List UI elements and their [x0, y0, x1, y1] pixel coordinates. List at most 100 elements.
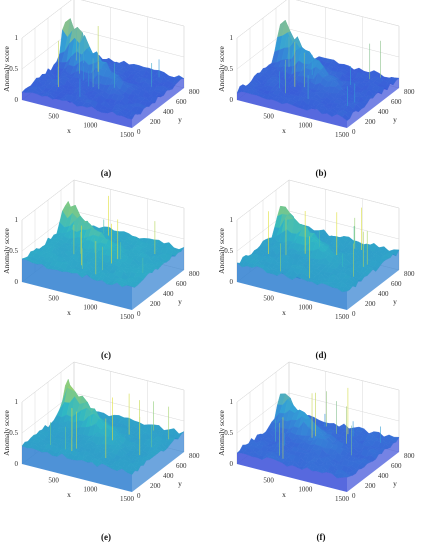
z-gridline [236, 179, 400, 221]
z-tick-label: 0.5 [224, 65, 233, 73]
y-tick-label: 400 [163, 472, 174, 480]
x-tick-label: 500 [48, 476, 59, 484]
skirt-right [347, 78, 399, 128]
x-axis-label: x [282, 126, 286, 135]
y-tick-label: 0 [137, 310, 141, 318]
x-tick-label: 1500 [335, 495, 350, 503]
y-tick-label: 400 [378, 108, 389, 116]
skirt-right [132, 78, 184, 128]
y-tick-label: 0 [352, 128, 356, 136]
x-tick-label: 500 [263, 294, 274, 302]
x-tick-label: 1500 [335, 131, 350, 139]
x-tick-label: 1500 [120, 131, 135, 139]
x-tick-label: 1000 [83, 486, 98, 494]
y-tick-label: 600 [176, 280, 187, 288]
y-tick-label: 800 [404, 88, 415, 96]
y-tick-label: 600 [391, 280, 402, 288]
x-axis-label: x [282, 308, 286, 317]
z-tick-label: 0.5 [224, 247, 233, 255]
z-tick-label: 0 [15, 460, 19, 468]
surface-skirt [22, 431, 184, 492]
y-tick-label: 0 [137, 128, 141, 136]
x-axis-label: x [67, 308, 71, 317]
surface-skirt [237, 249, 399, 310]
surface-skirt [237, 437, 399, 492]
z-axis-label: Anomaly score [217, 228, 226, 274]
x-tick-label: 500 [48, 112, 59, 120]
y-tick-label: 0 [352, 310, 356, 318]
z-tick-label: 0 [230, 460, 234, 468]
x-tick-label: 1000 [83, 304, 98, 312]
x-tick-label: 1500 [335, 313, 350, 321]
z-tick-label: 0 [230, 96, 234, 104]
x-axis-label: x [282, 490, 286, 499]
skirt-front [22, 92, 132, 128]
z-axis-label: Anomaly score [217, 410, 226, 456]
z-tick-label: 1 [230, 34, 234, 42]
x-axis-label: x [67, 126, 71, 135]
panel-label: (b) [316, 168, 327, 178]
y-tick-label: 200 [150, 300, 161, 308]
z-gridline [21, 179, 185, 221]
panel-label: (e) [101, 532, 111, 542]
x-tick-label: 1000 [298, 122, 313, 130]
panel-label: (a) [101, 168, 112, 178]
z-tick-label: 0 [15, 96, 19, 104]
z-tick-label: 1 [230, 398, 234, 406]
skirt-front [237, 453, 347, 492]
z-axis-label: Anomaly score [2, 410, 11, 456]
z-tick-label: 0.5 [224, 429, 233, 437]
y-axis-label: y [178, 115, 182, 124]
panel-label: (d) [316, 350, 327, 360]
surface-skirt [22, 247, 184, 310]
y-tick-label: 600 [176, 98, 187, 106]
skirt-front [22, 258, 132, 310]
x-tick-label: 500 [263, 476, 274, 484]
z-gridline [236, 0, 400, 39]
surface [236, 387, 400, 479]
x-tick-label: 1500 [120, 313, 135, 321]
y-axis-label: y [393, 115, 397, 124]
x-tick-label: 1500 [120, 495, 135, 503]
surface [21, 18, 185, 120]
z-tick-label: 1 [15, 34, 19, 42]
y-tick-label: 400 [163, 290, 174, 298]
y-tick-label: 400 [378, 472, 389, 480]
surface [21, 378, 185, 475]
surface-skirt [22, 78, 184, 128]
y-axis-label: y [178, 297, 182, 306]
x-tick-label: 500 [263, 112, 274, 120]
y-tick-label: 400 [163, 108, 174, 116]
surface [236, 19, 400, 122]
x-axis-label: x [67, 490, 71, 499]
z-gridline [21, 0, 185, 39]
y-tick-label: 200 [365, 118, 376, 126]
surface [236, 205, 400, 293]
z-axis-label: Anomaly score [217, 46, 226, 92]
z-gridline [236, 361, 400, 403]
z-tick-label: 1 [15, 398, 19, 406]
y-tick-label: 800 [189, 88, 200, 96]
panel-label: (c) [101, 350, 111, 360]
skirt-front [22, 445, 132, 492]
panel-label: (f) [317, 532, 326, 542]
z-tick-label: 1 [15, 216, 19, 224]
y-tick-label: 200 [365, 482, 376, 490]
x-tick-label: 1000 [298, 304, 313, 312]
skirt-front [237, 91, 347, 128]
y-tick-label: 0 [352, 492, 356, 500]
skirt-right [347, 249, 399, 310]
y-tick-label: 600 [391, 462, 402, 470]
surface-patch [126, 285, 135, 288]
